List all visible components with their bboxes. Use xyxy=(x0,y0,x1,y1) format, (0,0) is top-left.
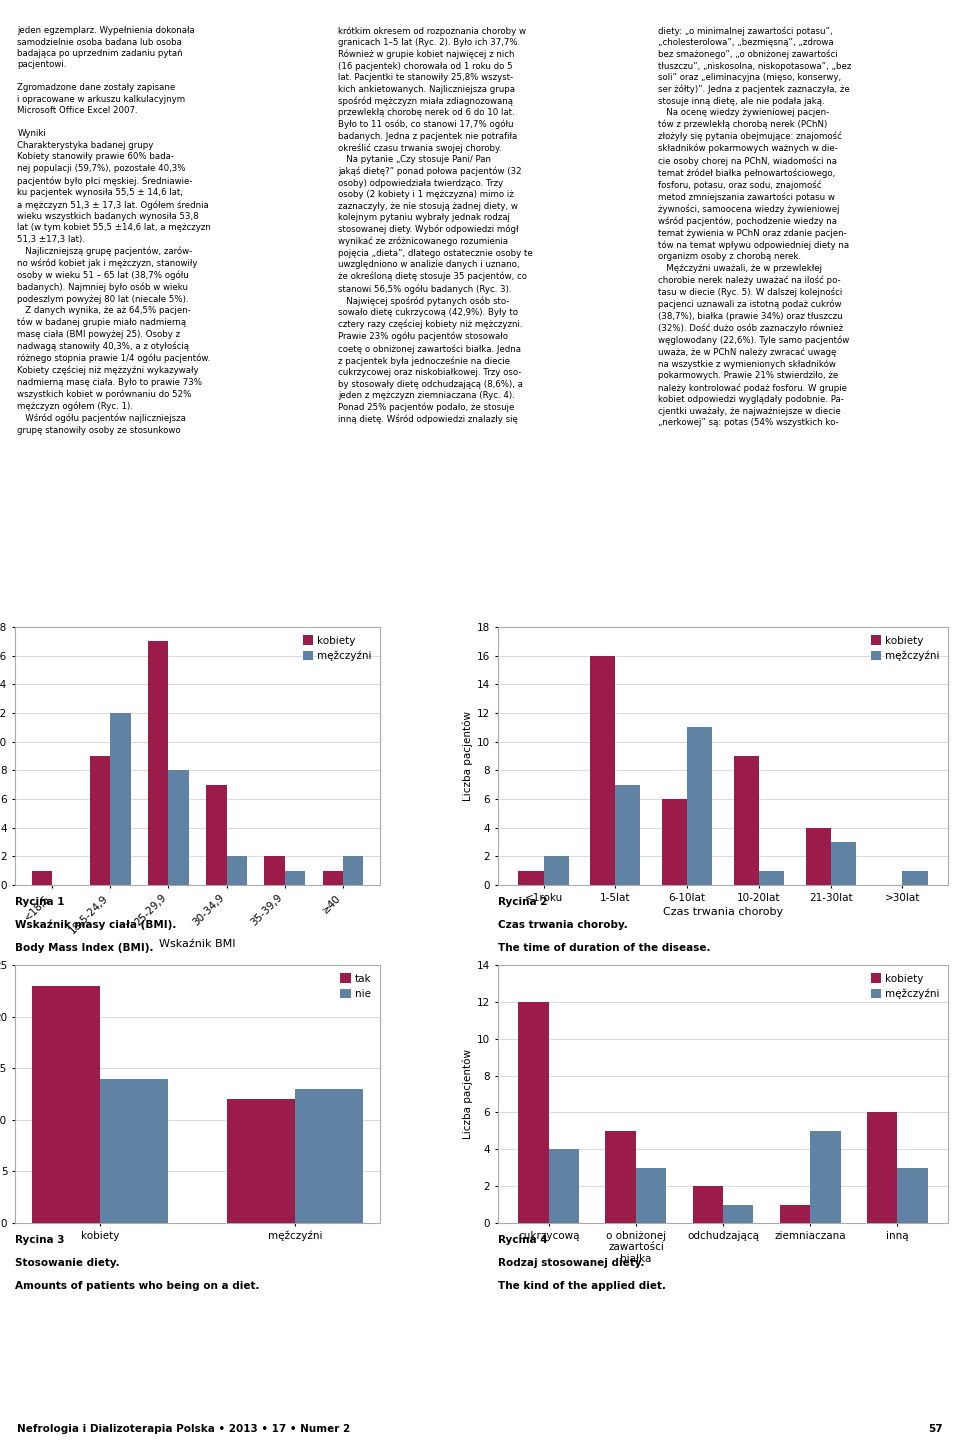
Bar xyxy=(206,785,227,885)
Bar xyxy=(518,1001,549,1223)
Text: krótkim okresem od rozpoznania choroby w
granicach 1–5 lat (Ryc. 2). Było ich 37: krótkim okresem od rozpoznania choroby w… xyxy=(338,26,533,424)
Text: Amounts of patients who being on a diet.: Amounts of patients who being on a diet. xyxy=(15,1281,259,1291)
Text: Wskaźnik masy ciała (BMI).: Wskaźnik masy ciała (BMI). xyxy=(15,920,177,930)
Text: diety: „o minimalnej zawartości potasu”,
„cholesterolowa”, „bezmięsną”, „zdrowa
: diety: „o minimalnej zawartości potasu”,… xyxy=(658,26,851,427)
Bar xyxy=(148,641,168,885)
Bar xyxy=(227,856,247,885)
Bar xyxy=(543,856,568,885)
Bar xyxy=(343,856,364,885)
Y-axis label: Liczba pacjentów: Liczba pacjentów xyxy=(463,711,473,801)
Bar xyxy=(902,871,927,885)
X-axis label: Wskaźnik BMI: Wskaźnik BMI xyxy=(159,939,236,949)
Bar xyxy=(662,800,687,885)
Text: Rodzaj stosowanej diety.: Rodzaj stosowanej diety. xyxy=(498,1258,644,1268)
Legend: kobiety, męžczyźni: kobiety, męžczyźni xyxy=(868,971,943,1003)
Text: Stosowanie diety.: Stosowanie diety. xyxy=(15,1258,120,1268)
Bar xyxy=(830,842,855,885)
Text: Rycina 1: Rycina 1 xyxy=(15,897,64,907)
Y-axis label: Liczba pacjentów: Liczba pacjentów xyxy=(463,1049,473,1139)
Bar xyxy=(227,1100,295,1223)
Bar xyxy=(780,1204,810,1223)
Bar xyxy=(295,1088,364,1223)
Bar xyxy=(733,756,759,885)
Bar xyxy=(805,827,830,885)
Text: 57: 57 xyxy=(928,1423,943,1434)
Bar xyxy=(100,1078,168,1223)
Bar xyxy=(32,985,100,1223)
Text: The time of duration of the disease.: The time of duration of the disease. xyxy=(498,943,710,953)
Bar xyxy=(590,656,615,885)
Bar xyxy=(90,756,110,885)
Bar xyxy=(867,1113,897,1223)
Text: Body Mass Index (BMI).: Body Mass Index (BMI). xyxy=(15,943,154,953)
Bar xyxy=(518,871,543,885)
Text: Nefrologia i Dializoterapia Polska • 2013 • 17 • Numer 2: Nefrologia i Dializoterapia Polska • 201… xyxy=(17,1423,350,1434)
Bar xyxy=(264,856,285,885)
Text: Rycina 4: Rycina 4 xyxy=(498,1235,547,1245)
Bar xyxy=(285,871,305,885)
Bar xyxy=(110,712,131,885)
Bar xyxy=(168,770,189,885)
Bar xyxy=(636,1168,666,1223)
Text: Rycina 3: Rycina 3 xyxy=(15,1235,64,1245)
Bar xyxy=(606,1130,636,1223)
Legend: kobiety, męžczyźni: kobiety, męžczyźni xyxy=(868,633,943,665)
Bar xyxy=(687,727,712,885)
Text: Rycina 2: Rycina 2 xyxy=(498,897,547,907)
Legend: kobiety, męžczyźni: kobiety, męžczyźni xyxy=(300,633,374,665)
Bar xyxy=(897,1168,927,1223)
Bar xyxy=(692,1185,723,1223)
Text: The kind of the applied diet.: The kind of the applied diet. xyxy=(498,1281,666,1291)
Bar xyxy=(549,1149,580,1223)
Bar xyxy=(723,1204,754,1223)
Bar xyxy=(759,871,784,885)
Bar xyxy=(323,871,343,885)
Text: Czas trwania choroby.: Czas trwania choroby. xyxy=(498,920,628,930)
Bar xyxy=(32,871,52,885)
Legend: tak, nie: tak, nie xyxy=(337,971,374,1003)
Bar xyxy=(615,785,640,885)
Bar xyxy=(810,1130,841,1223)
X-axis label: Czas trwania choroby: Czas trwania choroby xyxy=(663,907,783,917)
Text: jeden egzemplarz. Wypełnienia dokonała
samodzielnie osoba badana lub osoba
badaj: jeden egzemplarz. Wypełnienia dokonała s… xyxy=(17,26,211,434)
